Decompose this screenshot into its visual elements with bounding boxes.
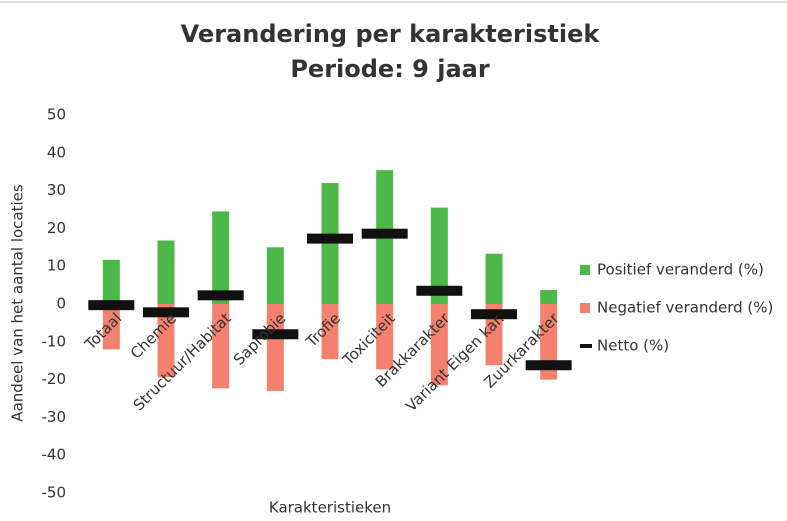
y-tick-label: -20 — [42, 370, 67, 388]
legend-label: Negatief veranderd (%) — [597, 299, 773, 317]
bar — [430, 304, 448, 386]
y-tick-label: -40 — [42, 446, 67, 464]
legend-label: Positief veranderd (%) — [597, 261, 764, 279]
chart-title: Verandering per karakteristiek — [181, 20, 601, 48]
y-tick-label: 20 — [47, 219, 66, 237]
netto-marker — [471, 309, 517, 320]
netto-marker — [525, 360, 572, 371]
bar — [212, 211, 230, 304]
bar — [157, 304, 175, 378]
y-tick-label: 30 — [47, 181, 66, 199]
bar — [212, 304, 230, 389]
y-tick-label: -10 — [42, 332, 67, 350]
chart-subtitle: Periode: 9 jaar — [290, 55, 490, 83]
y-tick-label: 10 — [47, 257, 66, 275]
y-tick-label: -30 — [42, 408, 67, 426]
bar — [157, 240, 175, 304]
legend-swatch — [580, 344, 592, 348]
bar — [485, 253, 503, 304]
y-tick-label: 0 — [56, 295, 66, 313]
netto-marker — [143, 307, 189, 318]
netto-marker — [252, 329, 299, 340]
y-axis-title: Aandeel van het aantal locaties — [9, 184, 27, 422]
x-axis-title: Karakteristieken — [269, 499, 391, 517]
legend-swatch — [580, 265, 590, 275]
netto-marker — [88, 300, 135, 311]
bar — [376, 304, 394, 370]
netto-marker — [361, 228, 408, 239]
legend-swatch — [580, 303, 590, 313]
bar — [485, 304, 503, 366]
bar — [102, 259, 120, 304]
bar — [540, 290, 558, 304]
netto-marker — [416, 285, 463, 296]
y-tick-label: 40 — [47, 143, 66, 161]
bar — [102, 304, 120, 350]
bar — [266, 304, 284, 391]
y-tick-label: -50 — [42, 484, 67, 502]
bar — [266, 247, 284, 304]
netto-marker — [197, 290, 244, 301]
bar — [321, 304, 339, 360]
legend-label: Netto (%) — [597, 337, 669, 355]
netto-marker — [307, 233, 353, 244]
bar — [430, 207, 448, 304]
y-tick-label: 50 — [47, 106, 66, 124]
